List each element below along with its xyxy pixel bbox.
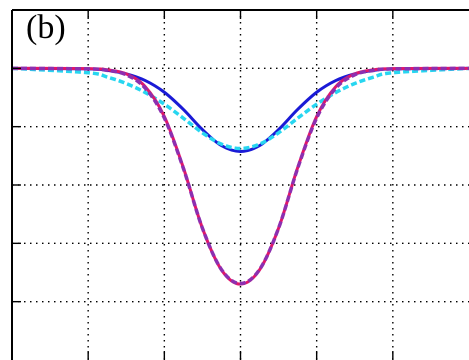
- series-line-1: [11, 66, 469, 153]
- axes-frame: [11, 9, 469, 360]
- grid-lines: [12, 10, 469, 360]
- series-line-4: [11, 66, 469, 286]
- series-line-2: [11, 66, 469, 151]
- series-lines: [11, 66, 469, 286]
- panel-label: (b): [26, 9, 66, 46]
